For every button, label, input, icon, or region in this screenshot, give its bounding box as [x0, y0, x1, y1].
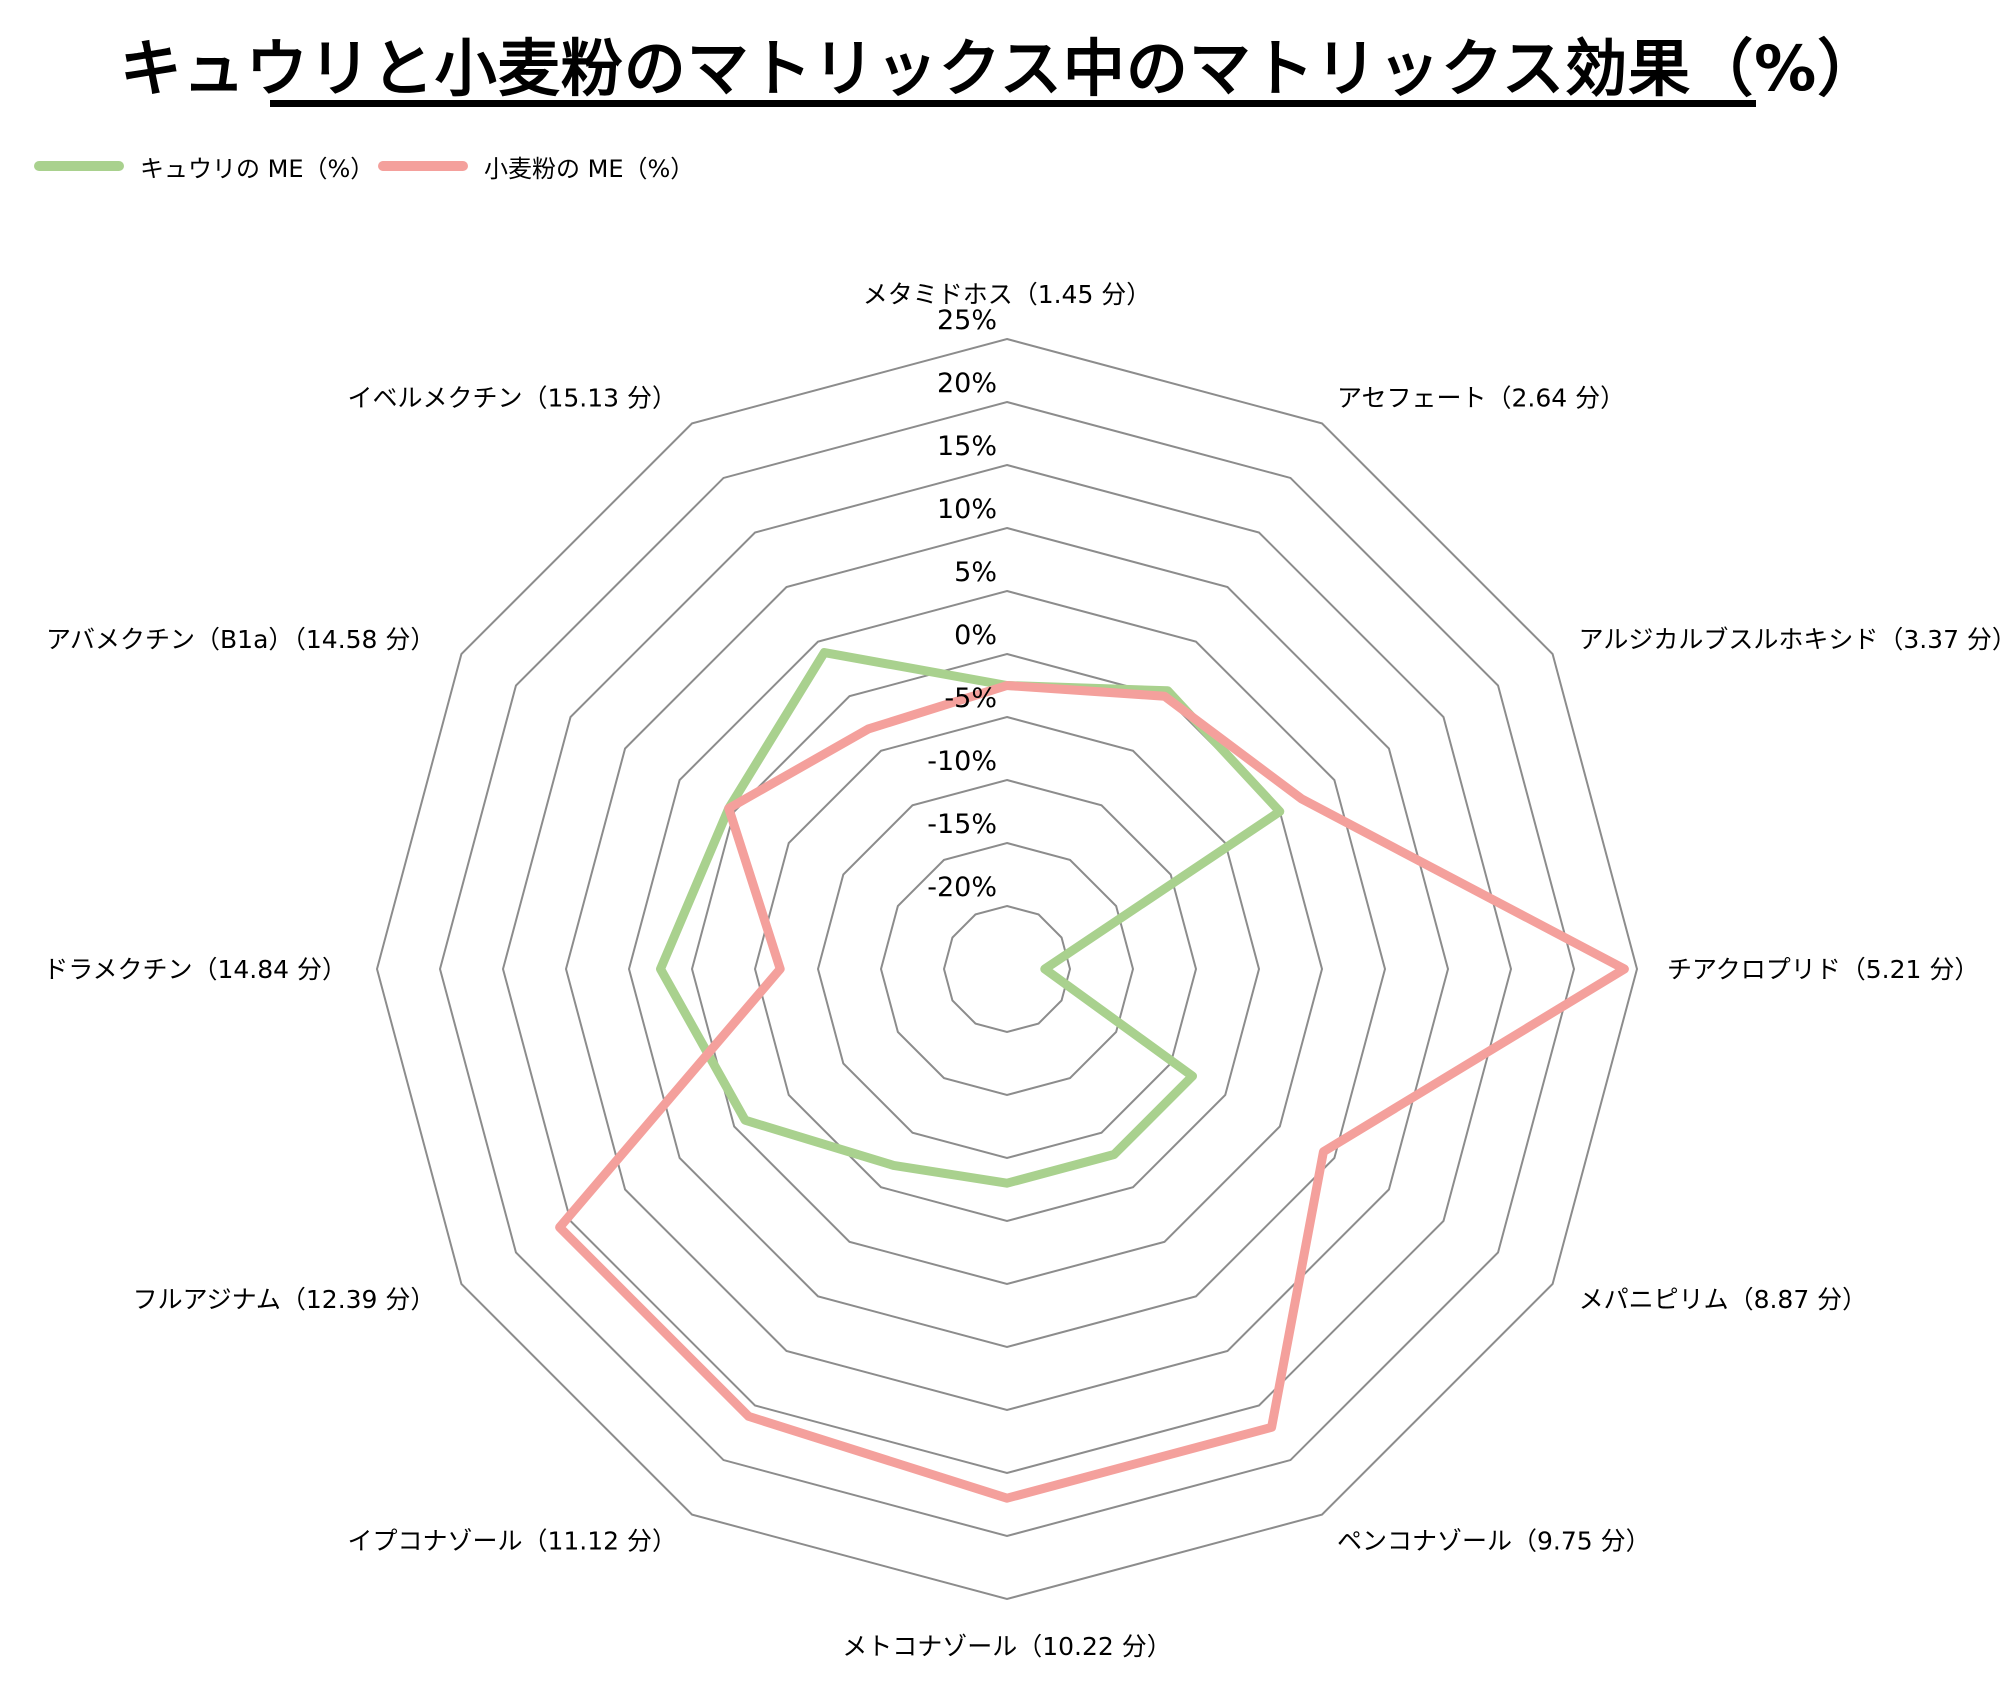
- legend-label-flour: 小麦粉の ME（%）: [484, 154, 695, 183]
- category-label: フルアジナム（12.39 分）: [133, 1285, 436, 1314]
- category-label: イベルメクチン（15.13 分）: [347, 383, 677, 412]
- tick-label-layer: -20% -15% -10% -5% 0% 5% 10% 15% 20% 25%: [927, 305, 997, 903]
- r-tick-label: 15%: [937, 431, 997, 462]
- grid-ring-1: [879, 841, 1135, 1097]
- chart-title: キュウリと小麦粉のマトリックス中のマトリックス効果（%）: [119, 32, 1881, 105]
- category-label: アルジカルブスルホキシド（3.37 分）: [1579, 625, 2000, 654]
- grid-ring-8: [438, 400, 1576, 1538]
- r-tick-label: 10%: [937, 494, 997, 525]
- grid-ring-6: [564, 526, 1450, 1412]
- r-tick-label: 5%: [954, 557, 997, 588]
- legend-item-flour: 小麦粉の ME（%）: [378, 146, 694, 186]
- legend-swatch-cucumber: [34, 161, 124, 171]
- r-tick-label: 0%: [954, 620, 997, 651]
- r-tick-label: -10%: [927, 746, 997, 777]
- axis-label-layer: メタミドホス（1.45 分） アセフェート（2.64 分） アルジカルブスルホキシド…: [43, 280, 2000, 1661]
- legend-label-cucumber: キュウリの ME（%）: [140, 154, 375, 183]
- r-tick-label: 20%: [937, 368, 997, 399]
- grid-ring-0: [942, 904, 1072, 1034]
- category-label: イプコナゾール（11.12 分）: [347, 1527, 677, 1556]
- title-underline: [270, 100, 1756, 107]
- r-tick-label: -15%: [927, 809, 997, 840]
- grid-ring-7: [501, 463, 1513, 1475]
- category-label: メタミドホス（1.45 分）: [863, 280, 1152, 309]
- r-tick-label: -20%: [927, 872, 997, 903]
- legend-swatch-flour: [378, 161, 468, 171]
- grid-layer: [375, 337, 1639, 1601]
- category-label: チアクロプリド（5.21 分）: [1667, 955, 1979, 984]
- series-line-1: [555, 681, 1629, 1503]
- series-line-0: [656, 648, 1285, 1188]
- category-label: アセフェート（2.64 分）: [1337, 383, 1625, 412]
- series-layer: [555, 648, 1629, 1503]
- legend-item-cucumber: キュウリの ME（%）: [34, 146, 374, 186]
- grid-ring-2: [816, 778, 1198, 1160]
- category-label: アバメクチン（B1a）（14.58 分）: [46, 625, 435, 654]
- grid-ring-9: [375, 337, 1639, 1601]
- r-tick-label: -5%: [944, 683, 997, 714]
- category-label: ペンコナゾール（9.75 分）: [1337, 1527, 1651, 1556]
- grid-ring-5: [627, 589, 1387, 1349]
- category-label: メパニピリム（8.87 分）: [1579, 1285, 1868, 1314]
- r-tick-label: 25%: [937, 305, 997, 336]
- category-label: ドラメクチン（14.84 分）: [43, 955, 347, 984]
- category-label: メトコナゾール（10.22 分）: [842, 1632, 1172, 1661]
